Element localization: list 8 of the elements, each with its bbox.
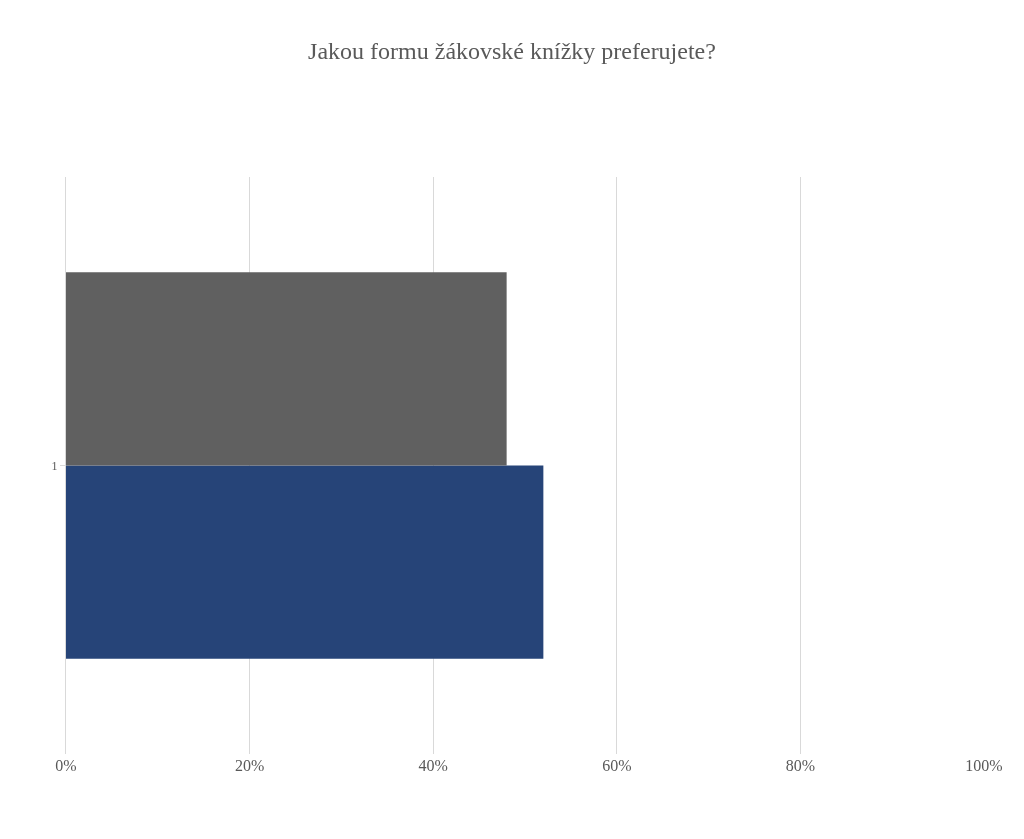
x-tick-label: 80%: [785, 757, 816, 774]
x-tick-label: 60%: [602, 757, 632, 774]
y-tick-label: 1: [51, 458, 58, 473]
x-tick-label: 20%: [234, 757, 265, 774]
x-tick-label: 40%: [418, 757, 448, 774]
chart-title: Jakou formu žákovské knížky preferujete?: [308, 37, 716, 64]
x-tick-label: 0%: [55, 757, 77, 774]
x-tick-label: 100%: [965, 757, 1003, 774]
